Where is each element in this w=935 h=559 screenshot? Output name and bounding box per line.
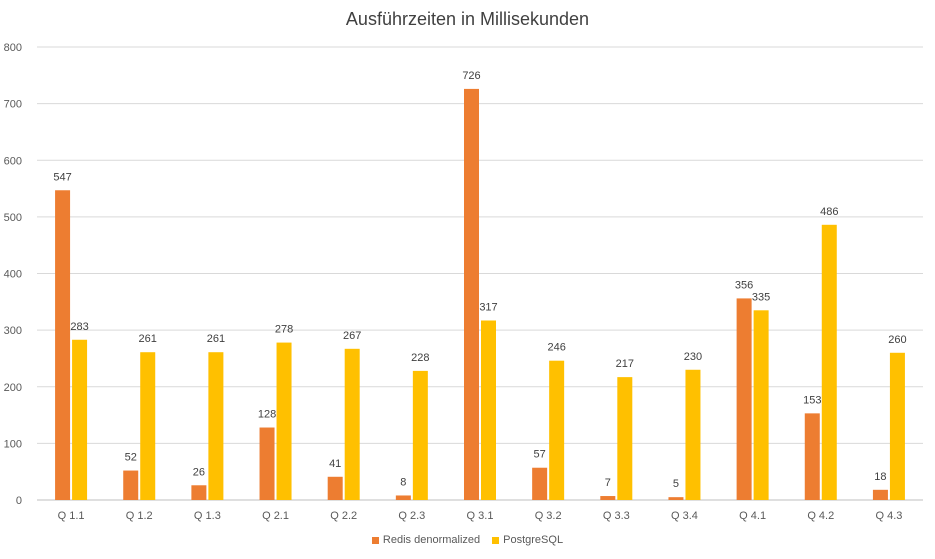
y-tick-label: 300 <box>4 325 22 337</box>
x-tick-label: Q 4.3 <box>875 510 902 522</box>
data-label: 267 <box>343 330 361 342</box>
bar-postgresql <box>72 339 88 500</box>
y-tick-label: 700 <box>4 99 22 111</box>
bar-postgresql <box>412 370 428 500</box>
bar-postgresql <box>889 352 905 500</box>
data-label: 356 <box>735 279 753 291</box>
legend-label-postgresql: PostgreSQL <box>503 534 564 546</box>
bar-redis <box>600 496 616 500</box>
data-label: 726 <box>462 70 480 82</box>
data-label: 261 <box>139 333 157 345</box>
data-label: 283 <box>70 321 88 333</box>
data-label: 228 <box>411 352 429 364</box>
data-label: 335 <box>752 291 770 303</box>
bar-postgresql <box>344 348 360 500</box>
bar-redis <box>804 413 820 500</box>
data-label: 7 <box>605 477 611 489</box>
x-tick-label: Q 1.2 <box>126 510 153 522</box>
data-label: 217 <box>616 358 634 370</box>
x-tick-label: Q 4.1 <box>739 510 766 522</box>
bar-postgresql <box>208 352 224 500</box>
data-label: 261 <box>207 333 225 345</box>
bar-postgresql <box>753 310 769 500</box>
data-label: 8 <box>400 476 406 488</box>
x-tick-label: Q 1.1 <box>58 510 85 522</box>
data-label: 260 <box>888 334 906 346</box>
data-label: 41 <box>329 458 341 470</box>
data-label: 26 <box>193 466 205 478</box>
bar-postgresql <box>685 369 701 500</box>
data-label: 5 <box>673 478 679 490</box>
bar-redis <box>736 298 752 500</box>
data-label: 52 <box>125 452 137 464</box>
x-tick-label: Q 3.4 <box>671 510 698 522</box>
data-label: 153 <box>803 394 821 406</box>
bar-redis <box>123 470 139 500</box>
x-tick-label: Q 2.3 <box>398 510 425 522</box>
data-label: 317 <box>479 301 497 313</box>
bar-postgresql <box>276 342 292 500</box>
bar-redis <box>668 497 684 500</box>
legend: Redis denormalized PostgreSQL <box>0 534 935 546</box>
data-label: 246 <box>547 342 565 354</box>
legend-item-postgresql: PostgreSQL <box>492 534 563 546</box>
data-label: 278 <box>275 324 293 336</box>
legend-item-redis: Redis denormalized <box>371 534 481 546</box>
bar-postgresql <box>140 352 156 500</box>
y-tick-label: 0 <box>16 495 22 507</box>
x-tick-label: Q 3.1 <box>467 510 494 522</box>
bar-postgresql <box>549 360 565 500</box>
y-tick-label: 200 <box>4 382 22 394</box>
data-label: 18 <box>874 471 886 483</box>
bar-redis <box>55 190 71 501</box>
bar-postgresql <box>617 377 633 500</box>
bar-redis <box>395 495 411 500</box>
y-tick-label: 800 <box>4 42 22 54</box>
y-tick-label: 500 <box>4 212 22 224</box>
x-tick-label: Q 3.3 <box>603 510 630 522</box>
data-label: 230 <box>684 351 702 363</box>
bar-redis <box>327 476 343 500</box>
y-tick-label: 400 <box>4 269 22 281</box>
bar-redis <box>532 467 548 500</box>
y-tick-label: 600 <box>4 155 22 167</box>
bar-postgresql <box>821 224 837 501</box>
bar-redis <box>191 485 207 500</box>
bar-redis <box>259 427 275 500</box>
data-label: 486 <box>820 206 838 218</box>
x-tick-label: Q 3.2 <box>535 510 562 522</box>
data-label: 547 <box>53 171 71 183</box>
legend-label-redis: Redis denormalized <box>382 534 481 546</box>
data-label: 128 <box>258 409 276 421</box>
bar-redis <box>464 88 479 500</box>
x-tick-label: Q 4.2 <box>807 510 834 522</box>
y-tick-label: 100 <box>4 438 22 450</box>
bar-redis <box>872 489 888 500</box>
bar-postgresql <box>481 320 496 500</box>
data-label: 57 <box>534 449 546 461</box>
x-tick-label: Q 2.1 <box>262 510 289 522</box>
legend-swatch-postgresql <box>492 536 500 544</box>
x-tick-label: Q 1.3 <box>194 510 221 522</box>
x-tick-label: Q 2.2 <box>330 510 357 522</box>
chart-title: Ausführzeiten in Millisekunden <box>345 9 590 29</box>
legend-swatch-redis <box>371 536 379 544</box>
